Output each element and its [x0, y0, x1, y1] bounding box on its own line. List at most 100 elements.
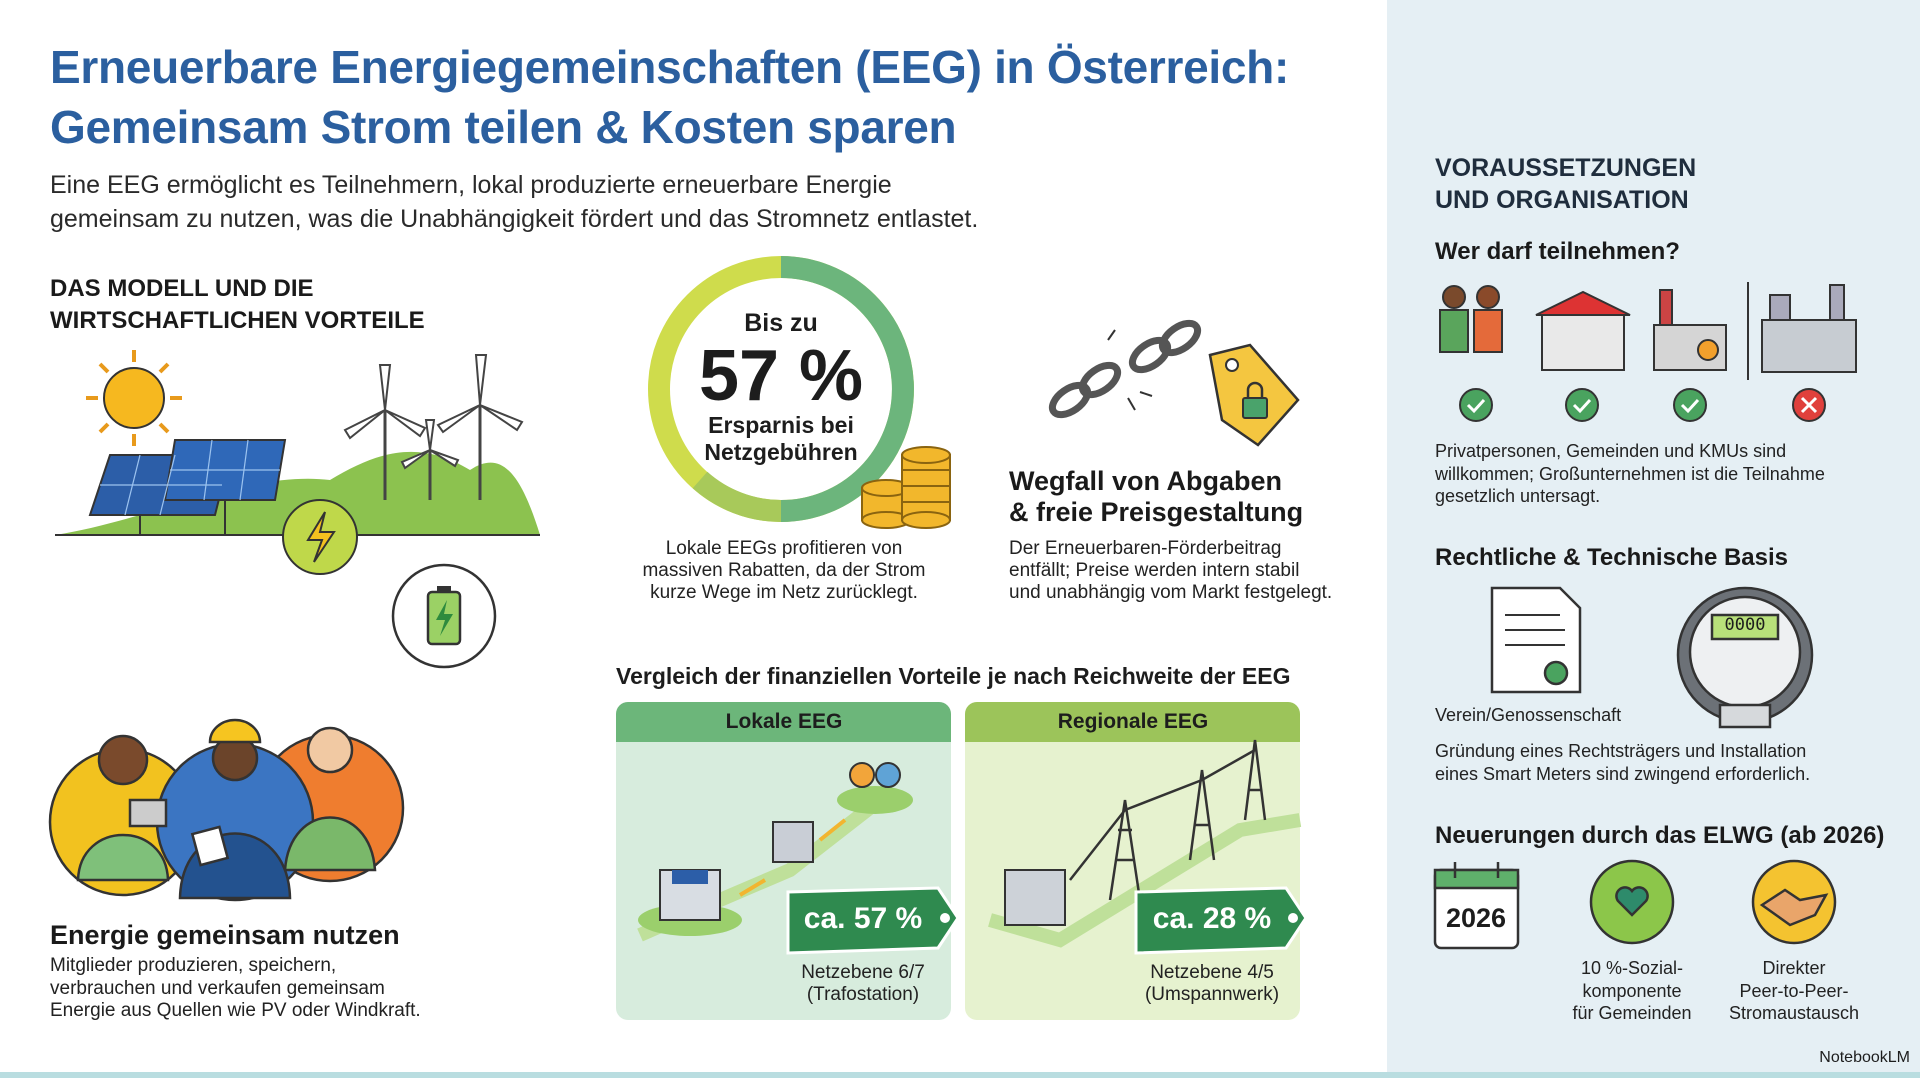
participants-text: Privatpersonen, Gemeinden und KMUs sind — [1435, 441, 1787, 461]
sub-heading: Neuerungen durch das ELWG (ab 2026) — [1435, 822, 1885, 849]
levies-text: Der Erneuerbaren-Förderbeitrag — [1009, 538, 1282, 559]
energy-landscape-part-part — [424, 419, 436, 451]
chain-tag-part-part — [1139, 391, 1153, 397]
legal-text: Gründung eines Rechtsträgers und Install… — [1435, 741, 1807, 761]
energy-landscape-part-part — [239, 439, 249, 501]
energy-landscape-part-part — [384, 409, 427, 438]
title: Gemeinsam Strom teilen & Kosten sparen — [50, 101, 957, 153]
chain-tag — [1048, 319, 1300, 447]
energy-landscape-part-part — [159, 454, 176, 516]
card-regional-part — [1288, 913, 1298, 923]
coins — [861, 446, 951, 529]
energy-landscape-part-part — [124, 454, 141, 516]
card-tag: ca. 28 % — [1152, 902, 1272, 935]
card-regional-part — [1069, 739, 1267, 901]
news-icons-part — [1759, 888, 1829, 927]
card-regional-part-part — [1069, 748, 1256, 881]
bottom-bar — [0, 1072, 1920, 1078]
allowed-marks-part — [1673, 388, 1707, 422]
community-people-part — [97, 734, 149, 786]
energy-landscape — [55, 350, 540, 669]
legal-text: eines Smart Meters sind zwingend erforde… — [1435, 764, 1811, 784]
participant-icons-part — [1439, 309, 1469, 353]
energy-landscape-part — [383, 405, 482, 500]
energy-landscape-part-part — [378, 364, 392, 411]
participants-text: gesetzlich untersagt. — [1435, 486, 1601, 506]
participant-icons-part — [1769, 294, 1791, 321]
energy-landscape-part-part — [400, 449, 431, 470]
news-icons-part — [1615, 886, 1649, 917]
card-title: Lokale EEG — [725, 710, 843, 733]
coins-part — [901, 446, 951, 464]
card-local-part — [672, 870, 708, 884]
chain-tag-part-part — [1048, 381, 1092, 419]
savings-label: Ersparnis bei — [708, 412, 854, 438]
participant-icons-part — [1541, 314, 1625, 371]
card-local-part — [786, 886, 960, 955]
community-people-part — [76, 833, 170, 882]
card-local-part — [738, 878, 767, 897]
energy-landscape-part-part — [98, 422, 110, 434]
news-item: 10 %-Sozial- — [1580, 958, 1684, 978]
calendar-year: 2026 — [1445, 903, 1507, 933]
card-local — [616, 702, 960, 1020]
card-level: Netzebene 6/7 — [801, 962, 925, 983]
savings-ring-part — [675, 283, 887, 495]
energy-landscape-part-part — [436, 404, 481, 434]
sidebar-heading: UND ORGANISATION — [1435, 186, 1689, 214]
intro: Eine EEG ermöglicht es Teilnehmern, loka… — [50, 171, 892, 199]
card-regional-part-part — [1188, 769, 1216, 861]
community-text: Mitglieder produzieren, speichern, — [50, 955, 337, 976]
news-item: für Gemeinden — [1572, 1003, 1692, 1023]
sub-heading: Rechtliche & Technische Basis — [1435, 544, 1789, 571]
allowed-marks-part — [1565, 388, 1599, 422]
card-local-part — [818, 818, 847, 842]
community-heading: Energie gemeinsam nutzen — [50, 920, 400, 950]
card-level: Netzebene 4/5 — [1150, 962, 1274, 983]
energy-landscape-part-part — [429, 449, 460, 468]
energy-landscape-part — [436, 600, 453, 636]
doc-label: Verein/Genossenschaft — [1435, 705, 1622, 725]
card-level: (Umspannwerk) — [1144, 984, 1280, 1005]
energy-landscape-part — [86, 350, 182, 446]
card-regional — [965, 702, 1308, 1020]
card-local-part — [837, 786, 913, 814]
energy-landscape-part-part — [98, 362, 110, 374]
news-item: komponente — [1582, 981, 1682, 1001]
savings-ring — [648, 256, 914, 522]
savings-text: kurze Wege im Netz zurücklegt. — [650, 582, 918, 603]
document-icon — [1490, 586, 1582, 694]
levies-heading: & freie Preisgestaltung — [1009, 497, 1304, 527]
section-heading: DAS MODELL UND DIE — [50, 275, 314, 302]
footer-brand: NotebookLM — [1819, 1049, 1910, 1066]
levies-text: und unabhängig vom Markt festgelegt. — [1009, 582, 1333, 603]
participant-icons-part — [1659, 289, 1673, 326]
card-local-part — [616, 702, 951, 742]
card-regional-part-part — [1243, 739, 1267, 821]
community-people-part — [283, 816, 377, 872]
energy-landscape-part-part — [158, 362, 170, 374]
savings-value: 57 % — [698, 336, 864, 416]
news-icons — [1433, 859, 1837, 950]
smart-meter-part — [1718, 703, 1772, 729]
news-item: Direkter — [1762, 958, 1826, 978]
allowed-marks-part — [1800, 396, 1818, 414]
sub-heading: Wer darf teilnehmen? — [1435, 238, 1680, 265]
news-item: Stromaustausch — [1728, 1003, 1860, 1023]
chain-tag-part-part — [1107, 329, 1116, 341]
community-text: Energie aus Quellen wie PV oder Windkraf… — [50, 1000, 421, 1021]
card-local-part — [940, 913, 950, 923]
energy-landscape-part — [343, 354, 524, 470]
community-people-part — [208, 718, 262, 744]
card-regional-part — [1004, 869, 1066, 926]
card-regional-part — [1134, 886, 1308, 955]
title: Erneuerbare Energiegemeinschaften (EEG) … — [50, 41, 1289, 93]
chain-tag-part-part — [1158, 319, 1202, 357]
allowed-marks-part — [1680, 398, 1700, 414]
chain-tag-part — [1208, 343, 1300, 447]
participant-icons-part — [1473, 309, 1503, 353]
card-tag: ca. 57 % — [803, 902, 923, 935]
card-regional-part — [965, 702, 1300, 742]
chain-tag-part-part — [1128, 336, 1172, 374]
card-local-part — [849, 762, 875, 788]
